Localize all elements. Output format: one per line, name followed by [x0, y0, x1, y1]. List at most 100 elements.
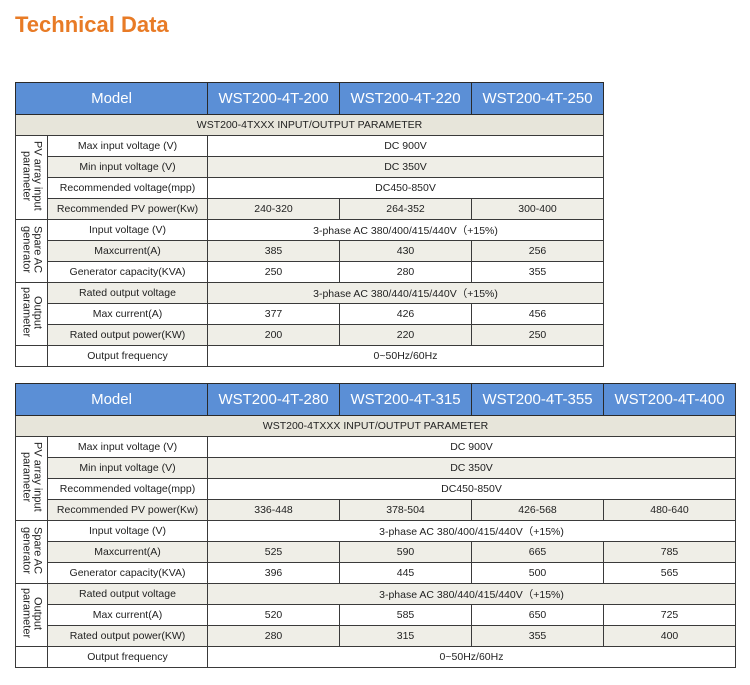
group-line: Output — [31, 295, 44, 329]
row-value: 220 — [339, 324, 473, 346]
row-value: 200 — [207, 324, 341, 346]
row-value: 565 — [603, 562, 737, 584]
row-value: 665 — [471, 541, 605, 563]
row-label: Output frequency — [46, 345, 209, 367]
data-row: Spare AC generator Input voltage (V) 3-phas… — [15, 520, 737, 584]
row-value: 315 — [339, 625, 473, 647]
data-row: Output frequency 0~50Hz/60Hz — [15, 646, 737, 668]
row-label: Output frequency — [46, 646, 209, 668]
group-line: generator — [20, 526, 33, 575]
row-value: 256 — [471, 240, 605, 262]
row-value: 250 — [207, 261, 341, 283]
data-row: Max current(A) 377 426 456 — [16, 303, 605, 325]
model-name: WST200-4T-220 — [339, 82, 473, 115]
model-label: Model — [14, 82, 209, 115]
row-value: 240-320 — [207, 198, 341, 220]
group-line: generator — [20, 225, 33, 274]
row-value: 585 — [339, 604, 473, 626]
group-text: PV array input parameter — [20, 442, 44, 512]
row-value: 500 — [471, 562, 605, 584]
row-value: 400 — [603, 625, 737, 647]
row-label: Maxcurrent(A) — [46, 541, 209, 563]
model-label: Model — [14, 383, 209, 416]
row-label: Input voltage (V) — [46, 520, 209, 542]
model-name: WST200-4T-355 — [471, 383, 605, 416]
row-label: Max current(A) — [46, 303, 209, 325]
group-label — [15, 345, 48, 367]
row-value: 456 — [471, 303, 605, 325]
group-label: PV array input parameter — [15, 135, 48, 220]
group-line: parameter — [20, 150, 33, 202]
data-row: Max current(A) 520 585 650 725 — [16, 604, 737, 626]
model-name: WST200-4T-315 — [339, 383, 473, 416]
group-text: PV array input parameter — [20, 141, 44, 211]
row-value: 590 — [339, 541, 473, 563]
spec-table: Model WST200-4T-200 WST200-4T-220 WST200-4T… — [14, 82, 605, 367]
row-label: Maxcurrent(A) — [46, 240, 209, 262]
row-label: Max input voltage (V) — [46, 135, 209, 157]
group-line: parameter — [20, 588, 33, 639]
data-row: Recommended voltage(mpp) DC450-850V — [16, 177, 605, 199]
row-value: 650 — [471, 604, 605, 626]
data-row: Recommended PV power(Kw) 240-320 264-352 30… — [16, 198, 605, 220]
row-label: Rated output voltage — [46, 282, 209, 304]
row-value: 250 — [471, 324, 605, 346]
row-value: 385 — [207, 240, 341, 262]
row-label: Max current(A) — [46, 604, 209, 626]
group-line: parameter — [20, 287, 33, 338]
group-line: PV array input — [31, 442, 44, 512]
row-value: 0~50Hz/60Hz — [207, 646, 737, 668]
row-label: Generator capacity(KVA) — [46, 562, 209, 584]
data-row: Rated output power(KW) 280 315 355 400 — [16, 625, 737, 647]
group-label: Spare AC generator — [15, 219, 48, 283]
row-label: Rated output power(KW) — [46, 324, 209, 346]
row-value: 355 — [471, 625, 605, 647]
row-label: Recommended PV power(Kw) — [46, 499, 209, 521]
row-value: 3-phase AC 380/400/415/440V（+15%) — [207, 219, 605, 241]
row-value: 300-400 — [471, 198, 605, 220]
row-value: 396 — [207, 562, 341, 584]
row-value: 264-352 — [339, 198, 473, 220]
model-name: WST200-4T-280 — [207, 383, 341, 416]
model-name: WST200-4T-400 — [603, 383, 737, 416]
data-row: Min input voltage (V) DC 350V — [16, 156, 605, 178]
row-value: 480-640 — [603, 499, 737, 521]
group-line: parameter — [20, 451, 33, 503]
row-value: 336-448 — [207, 499, 341, 521]
model-name: WST200-4T-250 — [471, 82, 605, 115]
row-value: 3-phase AC 380/400/415/440V（+15%) — [207, 520, 737, 542]
row-label: Recommended PV power(Kw) — [46, 198, 209, 220]
row-value: DC 900V — [207, 135, 605, 157]
row-value: 377 — [207, 303, 341, 325]
row-value: DC450-850V — [207, 177, 605, 199]
group-line: Spare AC — [31, 225, 44, 274]
group-label: Output parameter — [15, 282, 48, 346]
row-label: Recommended voltage(mpp) — [46, 478, 209, 500]
group-line: PV array input — [31, 141, 44, 211]
row-label: Recommended voltage(mpp) — [46, 177, 209, 199]
data-row: Maxcurrent(A) 525 590 665 785 — [16, 541, 737, 563]
data-row: Recommended PV power(Kw) 336-448 378-504 42… — [16, 499, 737, 521]
row-value: 426 — [339, 303, 473, 325]
row-value: 520 — [207, 604, 341, 626]
row-value: 378-504 — [339, 499, 473, 521]
data-row: Generator capacity(KVA) 396 445 500 565 — [16, 562, 737, 584]
page-title: Technical Data — [15, 12, 169, 37]
group-label: Spare AC generator — [15, 520, 48, 584]
header-row: Model WST200-4T-200 WST200-4T-220 WST200-4T… — [14, 82, 605, 115]
row-value: 3-phase AC 380/440/415/440V（+15%) — [207, 583, 737, 605]
spec-table: Model WST200-4T-280 WST200-4T-315 WST200-4T… — [14, 383, 737, 668]
group-label: Output parameter — [15, 583, 48, 647]
row-value: DC 900V — [207, 436, 737, 458]
row-value: 525 — [207, 541, 341, 563]
row-label: Input voltage (V) — [46, 219, 209, 241]
row-label: Rated output voltage — [46, 583, 209, 605]
row-value: DC 350V — [207, 156, 605, 178]
row-value: DC 350V — [207, 457, 737, 479]
data-row: Output parameter Rated output voltage 3-pha… — [15, 282, 605, 346]
row-value: 280 — [207, 625, 341, 647]
param-title: WST200-4TXXX INPUT/OUTPUT PARAMETER — [14, 415, 737, 437]
row-value: 280 — [339, 261, 473, 283]
row-value: 426-568 — [471, 499, 605, 521]
